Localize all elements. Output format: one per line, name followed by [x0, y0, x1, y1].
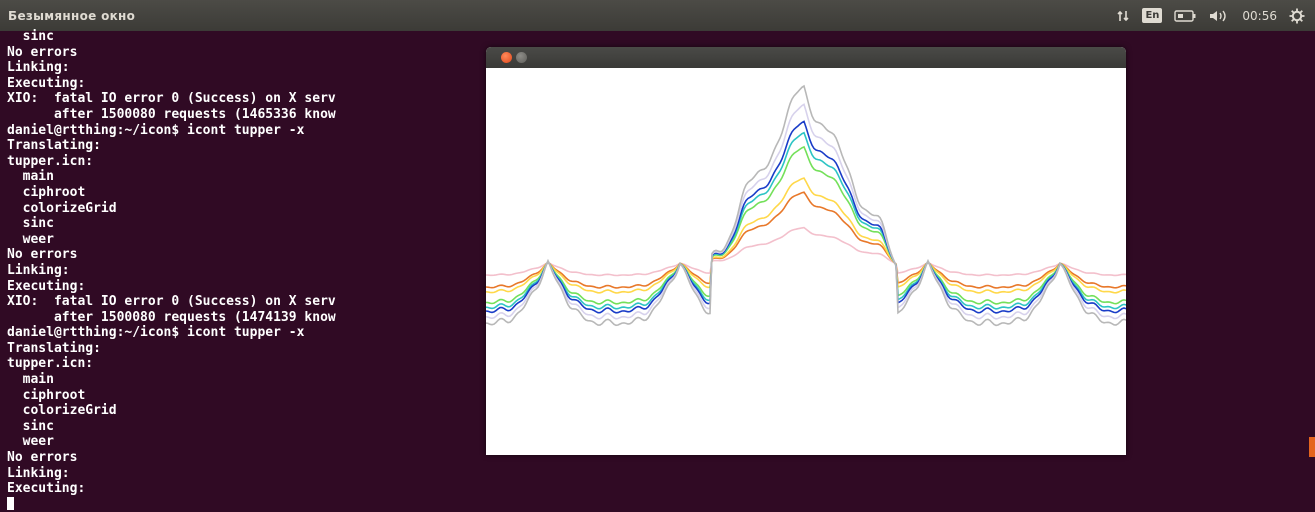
terminal-line: colorizeGrid [7, 403, 117, 419]
keyboard-layout-indicator[interactable]: En [1142, 8, 1163, 23]
terminal-line: sinc [7, 216, 54, 232]
plot-series-line [486, 84, 1126, 327]
terminal-line: after 1500080 requests (1465336 know [7, 106, 336, 122]
terminal-line: No errors [7, 247, 78, 263]
terminal-line: ciphroot [7, 387, 86, 403]
terminal-line: weer [7, 434, 54, 450]
terminal-line: XIO: fatal IO error 0 (Success) on X ser… [7, 294, 336, 310]
terminal-line: tupper.icn: [7, 153, 94, 169]
plot-series-line [486, 226, 1126, 277]
terminal-line: main [7, 372, 54, 388]
terminal-line: No errors [7, 450, 78, 466]
plot-series-line [486, 177, 1126, 294]
terminal-line: colorizeGrid [7, 200, 117, 216]
network-arrows-icon[interactable] [1116, 9, 1130, 23]
terminal-line: after 1500080 requests (1474139 know [7, 309, 336, 325]
plot-series-line [486, 131, 1126, 310]
terminal-line: Executing: [7, 481, 86, 497]
graphics-window-titlebar[interactable] [486, 47, 1126, 68]
terminal-line: sinc [7, 418, 54, 434]
launcher-edge-marker [1309, 437, 1315, 457]
terminal-line: No errors [7, 44, 78, 60]
battery-icon[interactable] [1174, 9, 1196, 22]
plot-series-line [486, 120, 1126, 314]
minimize-icon[interactable] [516, 52, 527, 63]
terminal-line: Executing: [7, 75, 86, 91]
terminal-line: weer [7, 231, 54, 247]
clock[interactable]: 00:56 [1242, 8, 1277, 23]
plot-series-line [486, 103, 1126, 320]
terminal-line: Linking: [7, 262, 70, 278]
terminal-line: daniel@rtthing:~/icon$ icont tupper -x [7, 325, 305, 341]
close-icon[interactable] [501, 52, 512, 63]
terminal-output[interactable]: sinc No errors Linking: Executing: XIO: fata… [7, 29, 807, 512]
terminal-line: Executing: [7, 278, 86, 294]
window-title: Безымянное окно [8, 8, 136, 23]
terminal-cursor-line [7, 496, 807, 512]
indicator-area: En 00:56 [1116, 0, 1305, 31]
terminal-line: ciphroot [7, 184, 86, 200]
top-panel: Безымянное окно En 00:56 [0, 0, 1315, 31]
plot-series-line [486, 191, 1126, 289]
terminal-line: tupper.icn: [7, 356, 94, 372]
terminal-line: XIO: fatal IO error 0 (Success) on X ser… [7, 91, 336, 107]
tupper-plot-canvas [486, 84, 1126, 327]
terminal-line: Translating: [7, 340, 101, 356]
terminal-line: Linking: [7, 465, 70, 481]
terminal-line: main [7, 169, 54, 185]
terminal-line: Translating: [7, 138, 101, 154]
gear-icon[interactable] [1289, 8, 1305, 24]
volume-icon[interactable] [1208, 9, 1230, 23]
terminal-line: sinc [7, 29, 54, 44]
graphics-window[interactable] [486, 47, 1126, 455]
plot-series-line [486, 145, 1126, 305]
terminal-cursor [7, 496, 14, 510]
terminal-line: Linking: [7, 60, 70, 76]
terminal-line: daniel@rtthing:~/icon$ icont tupper -x [7, 122, 305, 138]
